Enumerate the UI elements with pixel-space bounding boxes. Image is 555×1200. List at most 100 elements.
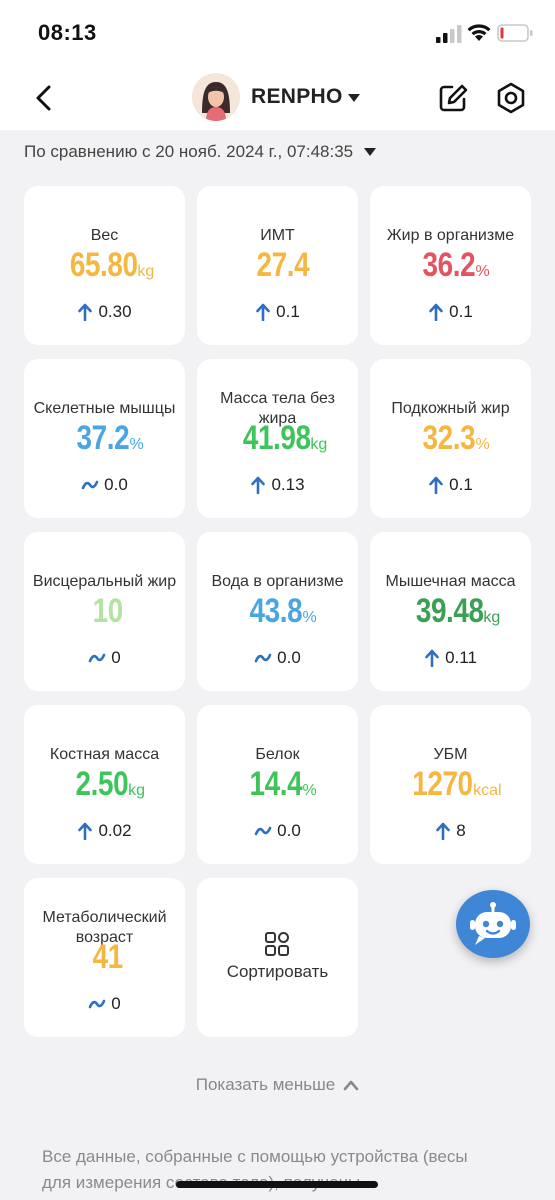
metric-card[interactable]: Масса тела без жира 41.98 kg 0.13 [197, 359, 358, 518]
avatar-illustration-icon [192, 73, 240, 121]
metric-value-row: 27.4 [197, 246, 358, 288]
metric-unit: % [302, 609, 317, 626]
metric-value-row: 65.80 kg [24, 246, 185, 288]
metric-unit: kg [128, 782, 146, 799]
assistant-bot-button[interactable] [456, 890, 530, 958]
metric-delta: 0.13 [197, 474, 358, 496]
back-icon[interactable] [30, 82, 58, 114]
metric-delta: 0.02 [24, 820, 185, 842]
metric-delta-value: 0 [111, 994, 121, 1013]
metric-card[interactable]: Скелетные мышцы 37.2% 0.0 [24, 359, 185, 518]
metric-value-row: 1270 kcal [370, 765, 531, 807]
caret-down-icon[interactable] [347, 93, 361, 103]
metric-card[interactable]: Жир в организме 36.2% 0.1 [370, 186, 531, 345]
arrow-up-icon [256, 303, 270, 321]
arrow-up-icon [78, 822, 93, 840]
metric-card[interactable]: Метаболический возраст 41 0 [24, 878, 185, 1037]
edit-icon[interactable] [438, 83, 468, 113]
show-less-button[interactable]: Показать меньше [0, 1074, 555, 1096]
metric-unit: kg [137, 263, 155, 280]
cellular-signal-icon [436, 25, 462, 43]
metric-value: 2.50 [75, 765, 129, 803]
wave-icon [88, 999, 106, 1009]
metric-card[interactable]: ИМТ 27.4 0.1 [197, 186, 358, 345]
metric-value: 39.48 [415, 592, 484, 630]
metric-card[interactable]: Мышечная масса 39.48 kg 0.11 [370, 532, 531, 691]
metric-label: Костная масса [49, 746, 160, 763]
metric-unit: kcal [473, 782, 502, 799]
disclaimer-text: Все данные, собранные с помощью устройст… [42, 1147, 468, 1192]
comparison-selector[interactable]: По сравнению с 20 нояб. 2024 г., 07:48:3… [24, 140, 377, 164]
metric-unit: kg [483, 609, 501, 626]
metric-label: Висцеральный жир [32, 573, 177, 590]
metric-value: 14.4 [249, 765, 303, 803]
metric-delta-value: 0.11 [445, 648, 477, 667]
metric-delta-value: 8 [456, 821, 466, 840]
metric-card[interactable]: УБМ 1270 kcal 8 [370, 705, 531, 864]
metric-value: 27.4 [256, 246, 310, 284]
battery-icon [497, 24, 533, 42]
metric-unit: % [302, 782, 317, 799]
metric-value-row: 36.2% [370, 246, 531, 288]
wifi-icon [467, 24, 491, 41]
wave-icon [88, 653, 106, 663]
metric-delta: 0.1 [197, 301, 358, 323]
metric-card[interactable]: Вес 65.80 kg 0.30 [24, 186, 185, 345]
metric-delta: 0 [24, 647, 185, 669]
metric-delta: 0.11 [370, 647, 531, 669]
metric-value-row: 41.98 kg [197, 419, 358, 461]
metric-value-row: 37.2% [24, 419, 185, 461]
metric-delta-value: 0.02 [98, 821, 132, 840]
arrow-up-icon [425, 649, 439, 667]
metric-label: Скелетные мышцы [33, 400, 176, 417]
metric-unit: % [475, 263, 490, 280]
metric-value: 10 [92, 592, 124, 630]
metric-card[interactable]: Подкожный жир 32.3% 0.1 [370, 359, 531, 518]
metric-delta: 0.0 [197, 820, 358, 842]
status-time: 08:13 [38, 20, 97, 45]
metric-value-row: 10 [24, 592, 185, 634]
profile-name[interactable]: RENPHO [251, 85, 343, 108]
metric-card[interactable]: Висцеральный жир 10 0 [24, 532, 185, 691]
caret-down-icon [364, 148, 377, 156]
metric-label: Подкожный жир [391, 400, 510, 417]
avatar[interactable] [192, 73, 240, 121]
metric-delta-value: 0.0 [277, 821, 301, 840]
show-less-label: Показать меньше [195, 1075, 336, 1094]
metric-delta-value: 0 [111, 648, 121, 667]
grid-sort-icon [265, 932, 289, 956]
metric-delta: 0 [24, 993, 185, 1015]
chevron-up-icon [343, 1080, 359, 1091]
sort-label: Сортировать [226, 962, 329, 981]
metric-delta-value: 0.1 [449, 475, 473, 494]
metric-value: 41 [92, 938, 124, 976]
metric-card[interactable]: Белок 14.4% 0.0 [197, 705, 358, 864]
metric-delta-value: 0.0 [277, 648, 301, 667]
arrow-up-icon [429, 476, 443, 494]
app-header: RENPHO [0, 66, 555, 130]
metric-label: Вода в организме [211, 573, 344, 590]
settings-icon[interactable] [496, 82, 526, 114]
status-bar: 08:13 [0, 0, 555, 66]
metric-delta-value: 0.1 [449, 302, 473, 321]
sort-card[interactable]: Сортировать [197, 878, 358, 1037]
metric-card[interactable]: Костная масса 2.50 kg 0.02 [24, 705, 185, 864]
metric-delta-value: 0.13 [271, 475, 305, 494]
metric-delta-value: 0.0 [104, 475, 128, 494]
metric-value-row: 32.3% [370, 419, 531, 461]
metric-delta: 0.0 [24, 474, 185, 496]
metric-value-row: 39.48 kg [370, 592, 531, 634]
metric-card[interactable]: Вода в организме 43.8% 0.0 [197, 532, 358, 691]
home-indicator [176, 1181, 378, 1188]
metric-value: 1270 [412, 765, 474, 803]
metric-value-row: 41 [24, 938, 185, 980]
metric-delta: 0.1 [370, 474, 531, 496]
arrow-up-icon [429, 303, 443, 321]
metric-value: 37.2 [76, 419, 130, 457]
metric-value-row: 2.50 kg [24, 765, 185, 807]
metric-label: Жир в организме [386, 227, 515, 244]
wave-icon [254, 653, 272, 663]
metric-value: 65.80 [69, 246, 138, 284]
metric-delta-value: 0.30 [98, 302, 132, 321]
metric-delta: 8 [370, 820, 531, 842]
